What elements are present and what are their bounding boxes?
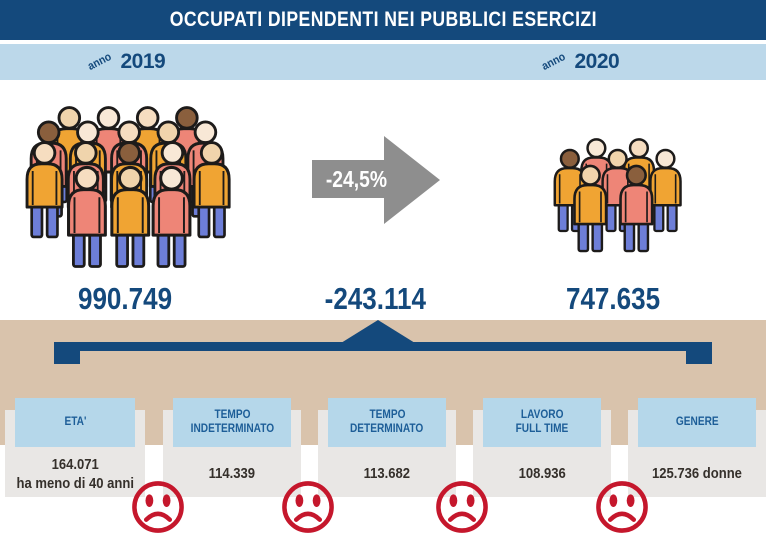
stat-card-value: 125.736 donne: [652, 466, 742, 483]
sad-face-icon: [593, 478, 651, 536]
total-2019: 990.749: [77, 281, 173, 316]
year-band: anno 2019 anno 2020: [0, 44, 766, 80]
year-2020: 2020: [574, 50, 620, 73]
stat-card-tempo-determinato: TEMPO DETERMINATO 113.682: [318, 398, 456, 497]
year-2019: 2019: [120, 50, 166, 73]
change-percentage: -24,5%: [325, 166, 387, 192]
sad-face-icon: [279, 478, 337, 536]
stat-card-label: TEMPO INDETERMINATO: [173, 398, 291, 447]
stat-card-value: 114.339: [208, 466, 256, 483]
year-label-2020: anno 2020: [539, 44, 620, 80]
stat-card-genere: GENERE 125.736 donne: [628, 398, 766, 497]
stat-card-label: LAVORO FULL TIME: [483, 398, 601, 447]
decrease-arrow-icon: [312, 136, 440, 224]
stat-card-value: 164.071 ha meno di 40 anni: [16, 457, 134, 492]
stat-card-label: TEMPO DETERMINATO: [328, 398, 446, 447]
stat-card-lavoro-full-time: LAVORO FULL TIME 108.936: [473, 398, 611, 497]
stat-card-eta: ETA' 164.071 ha meno di 40 anni: [5, 398, 145, 497]
stat-card-value: 113.682: [363, 466, 411, 483]
crowd-2020-illustration: [553, 138, 682, 253]
anno-prefix-left: anno: [85, 51, 114, 73]
bracket-up-arrow-icon: [54, 320, 712, 364]
page-title: OCCUPATI DIPENDENTI NEI PUBBLICI ESERCIZ…: [169, 8, 597, 31]
stat-card-label: GENERE: [638, 398, 756, 447]
total-2020: 747.635: [565, 281, 661, 316]
stat-card-label: ETA': [15, 398, 135, 447]
sad-face-icon: [129, 478, 187, 536]
year-label-2019: anno 2019: [85, 44, 166, 80]
total-change: -243.114: [324, 281, 426, 316]
sad-face-icon: [433, 478, 491, 536]
crowd-2019-illustration: [25, 106, 231, 268]
header-bar: OCCUPATI DIPENDENTI NEI PUBBLICI ESERCIZ…: [0, 0, 766, 40]
stat-card-value: 108.936: [518, 466, 566, 483]
stat-card-tempo-indeterminato: TEMPO INDETERMINATO 114.339: [163, 398, 301, 497]
anno-prefix-right: anno: [539, 51, 568, 73]
